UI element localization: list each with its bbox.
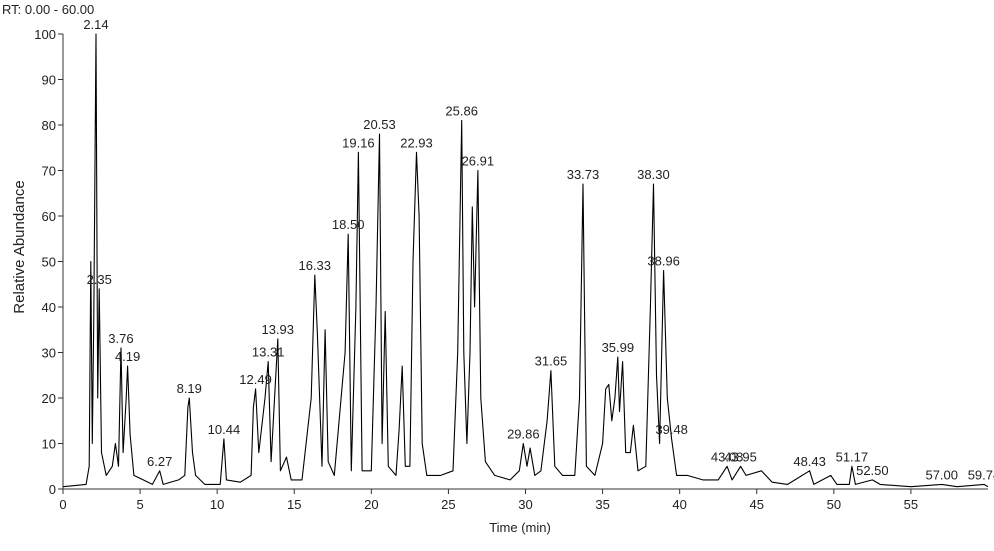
peak-label: 57.00 — [925, 467, 958, 482]
peak-label: 25.86 — [445, 103, 478, 118]
x-tick-label: 50 — [827, 497, 841, 512]
peak-label: 18.50 — [332, 217, 365, 232]
y-axis-label: Relative Abundance — [11, 180, 28, 313]
peak-label: 35.99 — [602, 340, 635, 355]
x-tick-label: 40 — [672, 497, 686, 512]
x-tick-label: 5 — [136, 497, 143, 512]
x-tick-label: 35 — [595, 497, 609, 512]
y-tick-label: 50 — [42, 255, 56, 270]
x-axis-label: Time (min) — [489, 520, 551, 535]
peak-label: 33.73 — [567, 167, 600, 182]
y-tick-label: 70 — [42, 164, 56, 179]
peak-label: 3.76 — [108, 331, 133, 346]
peak-label: 22.93 — [400, 135, 433, 150]
y-tick-label: 40 — [42, 300, 56, 315]
peak-label: 39.48 — [655, 422, 688, 437]
y-tick-label: 100 — [34, 27, 56, 42]
peak-label: 31.65 — [535, 354, 568, 369]
x-tick-label: 15 — [287, 497, 301, 512]
y-tick-label: 60 — [42, 209, 56, 224]
x-tick-label: 25 — [441, 497, 455, 512]
y-tick-label: 80 — [42, 118, 56, 133]
peak-label: 13.31 — [252, 345, 285, 360]
y-tick-label: 90 — [42, 73, 56, 88]
y-tick-label: 10 — [42, 437, 56, 452]
peak-label: 51.17 — [836, 449, 869, 464]
x-tick-label: 45 — [750, 497, 764, 512]
peak-label: 38.30 — [637, 167, 670, 182]
chart-title: RT: 0.00 - 60.00 — [2, 2, 94, 17]
peak-label: 59.74 — [968, 467, 994, 482]
y-tick-label: 30 — [42, 346, 56, 361]
peak-label: 43.95 — [724, 449, 757, 464]
peak-label: 19.16 — [342, 135, 375, 150]
peak-label: 4.19 — [115, 349, 140, 364]
peak-label: 38.96 — [647, 254, 680, 269]
peak-label: 2.35 — [87, 272, 112, 287]
y-tick-label: 0 — [49, 482, 56, 497]
peak-label: 2.14 — [83, 17, 108, 32]
peak-label: 6.27 — [147, 454, 172, 469]
peak-label: 52.50 — [856, 463, 889, 478]
peak-label: 12.49 — [239, 372, 272, 387]
peak-label: 26.91 — [462, 154, 495, 169]
trace-line — [62, 33, 989, 488]
peak-label: 48.43 — [793, 454, 826, 469]
peak-label: 43.08 — [711, 449, 744, 464]
x-tick-label: 55 — [904, 497, 918, 512]
peak-label: 8.19 — [177, 381, 202, 396]
peak-label: 13.93 — [261, 322, 294, 337]
y-tick-label: 20 — [42, 391, 56, 406]
x-tick-label: 10 — [210, 497, 224, 512]
x-tick-label: 0 — [59, 497, 66, 512]
peak-label: 16.33 — [298, 258, 331, 273]
x-tick-label: 20 — [364, 497, 378, 512]
peak-label: 20.53 — [363, 117, 396, 132]
x-tick-label: 30 — [518, 497, 532, 512]
peak-label: 29.86 — [507, 427, 540, 442]
peak-label: 10.44 — [208, 422, 241, 437]
